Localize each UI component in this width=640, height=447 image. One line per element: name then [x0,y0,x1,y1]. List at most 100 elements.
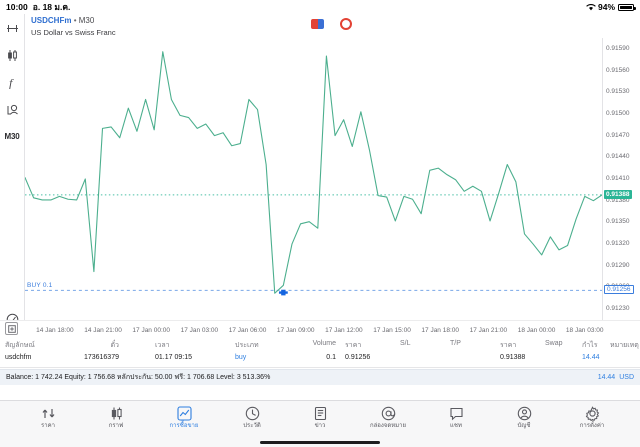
tab-label: กล่องจดหมาย [369,423,407,429]
time-tick: 14 Jan 21:00 [84,327,122,334]
price-tick: 0.91470 [606,131,630,139]
open-positions-table[interactable]: สัญลักษณ์ ตั๋ว เวลา ประเภท Volume ราคา S/L T/P ร… [0,338,640,368]
status-date: อ. 18 ม.ค. [32,2,71,12]
tab-label: ราคา [41,423,55,429]
settings-icon [585,406,600,421]
column-header[interactable]: หมายเหตุ [610,342,639,349]
tab-quotes[interactable]: ราคา [27,406,69,430]
objects-icon[interactable] [2,101,22,117]
cell-time: 01.17 09:15 [155,354,192,361]
current-price-tag: 0.91388 [604,189,632,199]
price-tick: 0.91560 [606,66,630,74]
tab-label: การซื้อขาย [169,423,199,429]
price-tick: 0.91590 [606,44,630,52]
tab-news[interactable]: ข่าว [299,406,341,430]
account-currency: USD [619,374,634,381]
quotes-icon [41,406,56,421]
price-tick: 0.91530 [606,88,630,96]
column-header[interactable]: เวลา [155,342,170,349]
price-chart[interactable]: BUY 0.1 [24,38,602,320]
chart-left-toolbar: f M30 [0,14,24,335]
symbol-block[interactable]: USDCHFm • M30 US Dollar vs Swiss Franc [31,16,116,38]
column-header[interactable]: กำไร [582,342,598,349]
tab-mailbox[interactable]: กล่องจดหมาย [367,406,409,430]
battery-icon [618,3,636,11]
buy-order-label: BUY 0.1 [27,282,53,290]
table-divider [0,367,640,368]
tab-label: แชท [450,423,462,429]
column-header[interactable]: ราคา [345,342,362,349]
tab-settings[interactable]: การตั้งค่า [571,406,613,430]
price-tick: 0.91380 [606,196,630,204]
status-right: 94% [586,2,636,12]
price-axis[interactable]: 0.91590 0.91560 0.91530 0.91500 0.91470 0.914… [602,38,640,320]
status-time: 10:00 [6,2,28,12]
mailbox-icon [381,406,396,421]
charts-icon [109,406,124,421]
chat-icon [449,406,464,421]
timeframe-label[interactable]: M30 [4,131,20,141]
trade-square-icon[interactable] [311,19,324,29]
time-tick: 18 Jan 03:00 [565,327,604,334]
price-tick: 0.91290 [606,261,630,269]
tab-history[interactable]: ประวัติ [231,406,273,430]
price-tick: 0.91410 [606,175,630,182]
battery-percent: 94% [597,2,615,12]
time-tick: 17 Jan 06:00 [228,327,267,334]
tab-label: ประวัติ [243,423,261,429]
column-header[interactable]: สัญลักษณ์ [5,342,35,349]
tab-trade[interactable]: การซื้อขาย [163,406,205,430]
time-tick: 18 Jan 00:00 [517,327,556,334]
table-row[interactable]: usdchfm 173616379 01.17 09:15 buy 0.1 0.91256… [0,352,640,367]
account-summary-bar: Balance: 1 742.24 Equity: 1 756.68 หลักป… [0,369,640,385]
buy-position-marker [278,289,288,296]
symbol-name: USDCHFm [31,16,72,25]
symbol-separator: • [73,16,77,25]
price-tick: 0.91500 [606,109,630,117]
time-tick: 17 Jan 18:00 [421,327,459,334]
column-header[interactable]: S/L [400,340,411,347]
time-tick: 17 Jan 03:00 [180,327,219,334]
symbol-timeframe: M30 [78,16,95,25]
crosshair-icon[interactable] [2,20,22,36]
column-header[interactable]: Volume [312,340,336,347]
tab-chat[interactable]: แชท [435,406,477,430]
balance-right: 14.44 USD [598,374,634,381]
wifi-icon [586,3,596,11]
time-axis: 14 Jan 18:00 14 Jan 21:00 17 Jan 00:00 17 J… [0,320,640,338]
indicators-icon[interactable]: f [2,74,22,90]
ios-status-bar: 10:00 อ. 18 ม.ค. 94% [0,0,640,14]
column-header[interactable]: Swap [545,340,563,347]
accounts-icon [517,406,532,421]
time-tick: 17 Jan 12:00 [325,327,363,334]
price-tick: 0.91350 [606,218,630,226]
svg-text:f: f [9,76,14,89]
tab-accounts[interactable]: บัญชี [503,406,545,430]
time-tick: 17 Jan 00:00 [132,327,170,334]
tab-label: บัญชี [517,423,531,429]
column-header[interactable]: T/P [450,340,461,347]
cell-volume: 0.1 [326,354,336,361]
trade-circle-icon[interactable] [340,18,352,30]
total-profit: 14.44 [597,374,616,381]
chart-header: USDCHFm • M30 US Dollar vs Swiss Franc [24,14,640,38]
trade-icon [176,406,192,421]
cell-current-price: 0.91388 [500,354,526,361]
time-tick: 17 Jan 09:00 [276,327,315,334]
price-tick: 0.91320 [606,240,630,248]
symbol-description: US Dollar vs Swiss Franc [31,28,116,37]
expand-chart-button[interactable] [5,322,18,335]
news-icon [313,406,328,421]
column-header[interactable]: ราคา [500,342,517,349]
balance-summary-text: Balance: 1 742.24 Equity: 1 756.68 หลักป… [6,374,271,381]
price-tick: 0.91230 [606,305,630,313]
symbol-timeframe-line: USDCHFm • M30 [31,16,116,26]
column-header[interactable]: ประเภท [235,342,259,349]
chart-canvas [25,51,602,296]
tab-charts[interactable]: กราฟ [95,406,137,430]
cell-profit: 14.44 [582,354,600,361]
time-tick: 17 Jan 15:00 [373,327,411,334]
candlestick-icon[interactable] [2,47,22,63]
cell-ticket: 173616379 [83,354,119,361]
column-header[interactable]: ตั๋ว [110,342,119,349]
